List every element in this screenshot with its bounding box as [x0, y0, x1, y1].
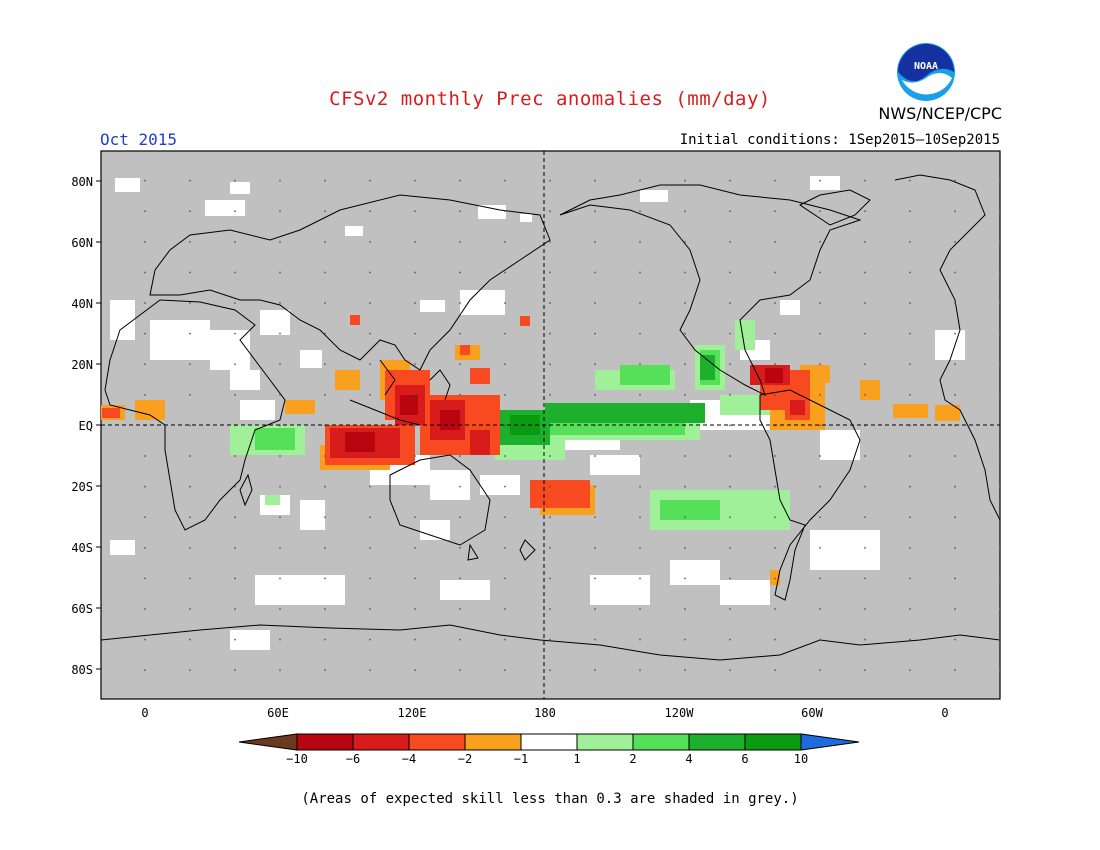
colorbar-label: −10: [286, 752, 308, 766]
colorbar-label: −4: [402, 752, 416, 766]
colorbar-swatch: [520, 733, 578, 751]
colorbar-label: −6: [346, 752, 360, 766]
map-title: CFSv2 monthly Prec anomalies (mm/day): [329, 88, 771, 110]
lat-label: 40S: [71, 541, 93, 555]
lon-label: 0: [941, 706, 948, 720]
lon-label: 60W: [801, 706, 823, 720]
lat-label: 80N: [71, 175, 93, 189]
colorbar-label: 4: [685, 752, 692, 766]
colorbar-swatch: [464, 733, 522, 751]
lat-labels: 80N 60N 40N 20N EQ 20S 40S 60S 80S: [71, 175, 93, 677]
noaa-logo: NOAA: [897, 43, 955, 101]
initial-conditions: Initial conditions: 1Sep2015–10Sep2015: [679, 132, 1000, 148]
colorbar: −10 −6 −4 −2 −1 1 2 4 6 10: [238, 733, 860, 766]
lon-labels: 0 60E 120E 180 120W 60W 0: [141, 706, 948, 720]
lat-label: EQ: [79, 419, 93, 433]
logo-text: NOAA: [914, 61, 938, 72]
forecast-month: Oct 2015: [100, 130, 178, 149]
colorbar-swatch: [576, 733, 634, 751]
lon-label: 120E: [398, 706, 427, 720]
org-label: NWS/NCEP/CPC: [878, 104, 1002, 123]
lon-label: 120W: [665, 706, 695, 720]
lon-label: 0: [141, 706, 148, 720]
colorbar-swatch: [632, 733, 690, 751]
lat-label: 20S: [71, 480, 93, 494]
lon-label: 60E: [267, 706, 289, 720]
colorbar-swatch: [296, 733, 354, 751]
lat-label: 80S: [71, 663, 93, 677]
colorbar-label: 6: [741, 752, 748, 766]
colorbar-arrow-high: [800, 733, 860, 751]
colorbar-swatch: [744, 733, 802, 751]
colorbar-swatch: [688, 733, 746, 751]
colorbar-label: 1: [573, 752, 580, 766]
colorbar-label: −1: [514, 752, 528, 766]
colorbar-label: −2: [458, 752, 472, 766]
colorbar-label: 10: [794, 752, 808, 766]
lat-label: 40N: [71, 297, 93, 311]
footer-note: (Areas of expected skill less than 0.3 a…: [301, 791, 799, 807]
lat-ticks: [96, 180, 101, 670]
colorbar-label: 2: [629, 752, 636, 766]
lat-label: 20N: [71, 358, 93, 372]
colorbar-swatch: [408, 733, 466, 751]
anomaly-shading: [101, 151, 1000, 699]
lat-label: 60S: [71, 602, 93, 616]
colorbar-swatch: [352, 733, 410, 751]
lat-label: 60N: [71, 236, 93, 250]
colorbar-arrow-low: [238, 733, 298, 751]
lon-label: 180: [534, 706, 556, 720]
